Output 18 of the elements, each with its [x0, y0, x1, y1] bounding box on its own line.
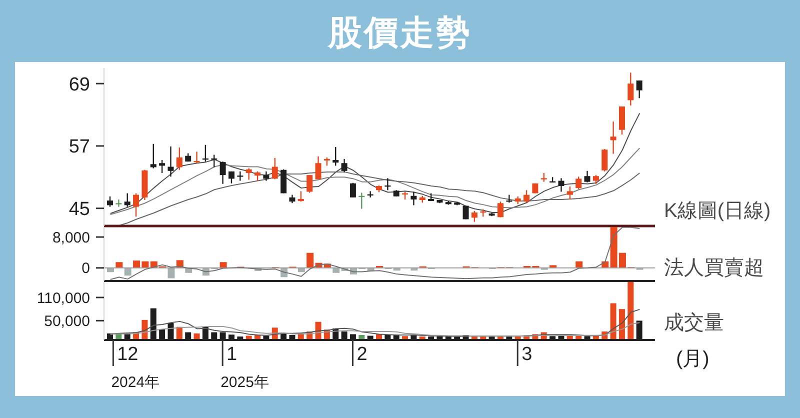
x-tick-label: 3: [522, 344, 532, 365]
x-tick-label: 2: [356, 344, 368, 365]
y-tick-label: 69: [68, 74, 90, 96]
y-tick-label: 110,000: [36, 290, 90, 307]
y-tick-label: 8,000: [52, 229, 90, 246]
y-tick-label: 0: [82, 260, 90, 278]
y-tick-label: 50,000: [44, 312, 90, 330]
text: 2025年: [220, 374, 269, 391]
text: 法人買賣超: [664, 256, 764, 281]
x-tick-label: 1: [226, 344, 238, 365]
x-tick-label: 12: [117, 344, 138, 365]
y-tick-label: 45: [68, 199, 90, 220]
text: 2024年: [111, 374, 160, 391]
text: 成交量: [664, 311, 724, 336]
x-axis-title: (月): [676, 347, 710, 372]
y-tick-label: 57: [68, 136, 90, 158]
text: K線圖(日線): [664, 199, 771, 224]
chart-title: 股價走勢: [326, 13, 473, 54]
